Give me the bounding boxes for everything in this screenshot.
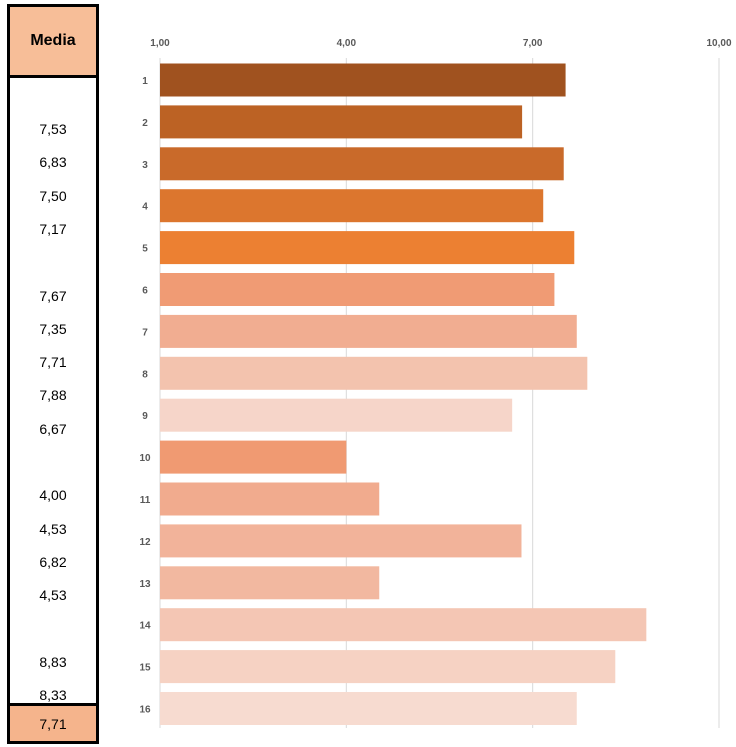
category-label: 8 [142,369,148,380]
bar [160,273,555,306]
category-label: 1 [142,76,148,87]
bar [160,147,564,181]
category-label: 11 [140,495,151,506]
media-value: 4,53 [39,520,67,537]
x-tick-label: 1,00 [150,38,170,49]
category-label: 5 [142,244,148,255]
bar [160,692,577,725]
bar [160,356,588,390]
media-value: 7,17 [39,220,67,237]
media-value: 8,83 [39,653,67,670]
bar [160,189,544,223]
category-label: 15 [139,663,151,674]
bar [160,524,522,558]
category-label: 14 [139,621,151,632]
category-label: 13 [139,579,151,590]
media-value: 4,00 [39,487,67,504]
bar [160,231,575,265]
category-label: 10 [139,453,151,464]
bar [160,314,577,348]
media-value: 7,71 [39,354,67,371]
bar [160,482,380,516]
category-label: 7 [142,327,148,338]
x-tick-label: 10,00 [706,38,731,49]
media-value: 6,67 [39,420,67,437]
media-value: 7,67 [39,287,67,304]
category-label: 16 [139,705,151,716]
bar [160,105,523,139]
bar [160,398,513,432]
media-value: 6,82 [39,553,67,570]
media-value: 7,88 [39,387,67,404]
media-value: 4,53 [39,587,67,604]
category-label: 6 [142,286,148,297]
category-label: 4 [142,202,148,213]
x-tick-label: 4,00 [337,38,357,49]
bar [160,566,380,600]
x-tick-label: 7,00 [523,38,543,49]
category-label: 9 [142,411,148,422]
bar [160,63,566,97]
bar [160,440,347,474]
category-label: 12 [139,537,151,548]
media-value: 7,50 [39,187,67,204]
media-value: 7,53 [39,121,67,137]
category-label: 2 [142,118,148,129]
media-value: 6,83 [39,154,67,171]
media-value: 8,33 [39,687,67,704]
media-header: Media [10,7,96,78]
bar [160,650,616,684]
bar [160,608,647,642]
media-column: Media 7,53 6,83 7,50 7,17 7,67 7,35 7,71 7,88 6,… [7,4,99,744]
media-total: 7,71 [10,703,96,741]
category-label: 3 [142,160,148,171]
media-value: 7,35 [39,320,67,337]
